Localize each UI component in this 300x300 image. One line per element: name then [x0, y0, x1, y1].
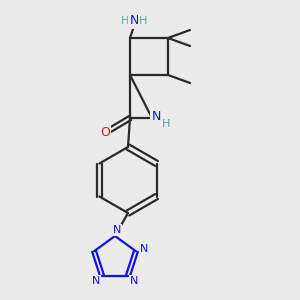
Text: H: H: [121, 16, 129, 26]
Text: N: N: [92, 276, 100, 286]
Text: H: H: [139, 16, 147, 26]
Text: N: N: [129, 14, 139, 28]
Text: H: H: [162, 119, 170, 129]
Text: O: O: [100, 127, 110, 140]
Text: N: N: [151, 110, 161, 122]
Text: N: N: [140, 244, 148, 254]
Text: N: N: [130, 276, 138, 286]
Text: N: N: [113, 225, 121, 235]
